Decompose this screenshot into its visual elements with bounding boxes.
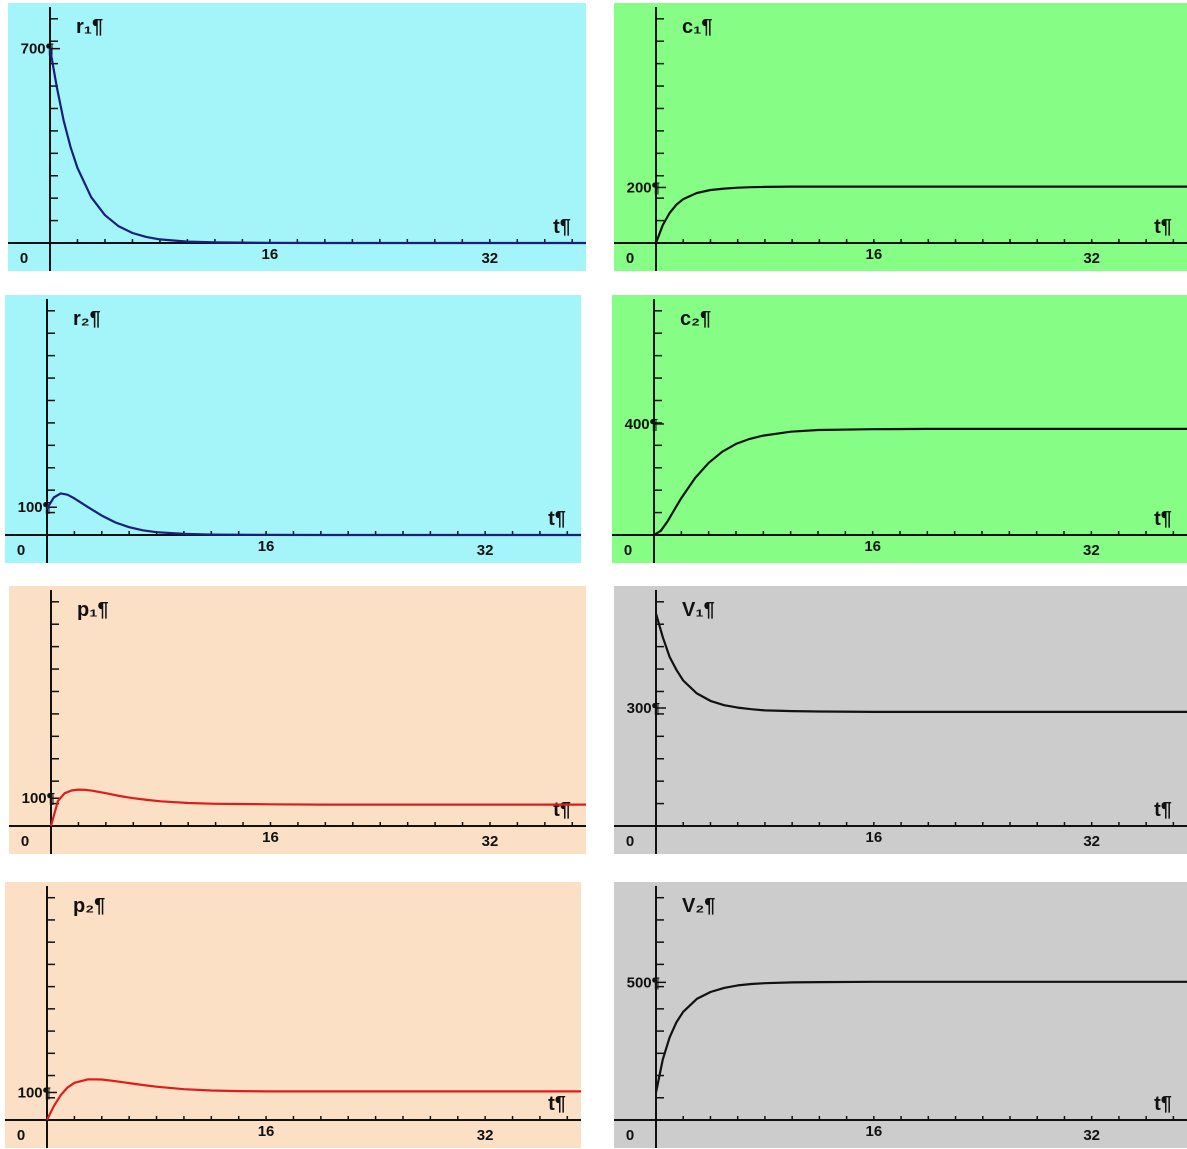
x-axis-label: t¶ [1154, 799, 1172, 821]
chart-title: c₁¶ [682, 16, 713, 38]
x-tick-label: 32 [482, 833, 499, 850]
chart-svg: 0 16 32 500¶ V₂¶ t¶ [614, 882, 1187, 1148]
chart-title: r₂¶ [73, 308, 101, 330]
origin-label: 0 [626, 833, 634, 850]
origin-label: 0 [17, 542, 25, 559]
chart-svg: 0 16 32 200¶ c₁¶ t¶ [614, 3, 1187, 271]
chart-panel-r1: 0 16 32 700¶ r₁¶ t¶ [8, 3, 586, 271]
x-tick-label: 16 [866, 246, 883, 263]
chart-title: p₂¶ [73, 895, 105, 917]
y-tick-label: 300¶ [627, 700, 660, 717]
x-tick-label: 32 [1083, 1127, 1100, 1144]
chart-panel-p2: 0 16 32 100¶ p₂¶ t¶ [5, 882, 581, 1148]
plot-background [614, 882, 1187, 1148]
plot-background [5, 295, 581, 563]
x-axis-label: t¶ [1154, 508, 1172, 530]
x-tick-label: 32 [477, 542, 494, 559]
origin-label: 0 [624, 542, 632, 559]
x-axis-label: t¶ [548, 508, 566, 530]
chart-title: V₁¶ [682, 599, 715, 621]
x-tick-label: 32 [1083, 542, 1100, 559]
chart-title: c₂¶ [680, 308, 711, 330]
x-tick-label: 16 [866, 1123, 883, 1140]
x-axis-label: t¶ [1154, 216, 1172, 238]
y-tick-label: 100¶ [22, 790, 55, 807]
y-tick-label: 400¶ [625, 416, 658, 433]
chart-svg: 0 16 32 100¶ p₂¶ t¶ [5, 882, 581, 1148]
x-tick-label: 16 [262, 246, 279, 263]
origin-label: 0 [626, 1127, 634, 1144]
origin-label: 0 [21, 833, 29, 850]
plot-background [614, 3, 1187, 271]
x-tick-label: 32 [477, 1127, 494, 1144]
x-tick-label: 16 [864, 538, 881, 555]
y-tick-label: 200¶ [627, 179, 660, 196]
y-tick-label: 100¶ [18, 499, 51, 516]
origin-label: 0 [626, 250, 634, 267]
origin-label: 0 [20, 250, 28, 267]
y-tick-label: 100¶ [18, 1084, 51, 1101]
chart-svg: 0 16 32 100¶ r₂¶ t¶ [5, 295, 581, 563]
chart-title: p₁¶ [77, 599, 109, 621]
x-tick-label: 16 [262, 829, 279, 846]
plot-background [614, 586, 1187, 854]
chart-svg: 0 16 32 300¶ V₁¶ t¶ [614, 586, 1187, 854]
chart-panel-c1: 0 16 32 200¶ c₁¶ t¶ [614, 3, 1187, 271]
x-tick-label: 32 [481, 250, 498, 267]
chart-panel-c2: 0 16 32 400¶ c₂¶ t¶ [612, 295, 1187, 563]
plot-background [5, 882, 581, 1148]
chart-title: r₁¶ [76, 16, 103, 38]
chart-panel-v1: 0 16 32 300¶ V₁¶ t¶ [614, 586, 1187, 854]
chart-title: V₂¶ [682, 895, 715, 917]
x-axis-label: t¶ [1154, 1093, 1172, 1115]
x-tick-label: 32 [1083, 833, 1100, 850]
chart-panel-p1: 0 16 32 100¶ p₁¶ t¶ [9, 586, 586, 854]
x-axis-label: t¶ [553, 799, 571, 821]
plot-background [8, 3, 586, 271]
y-tick-label: 500¶ [627, 974, 660, 991]
x-axis-label: t¶ [548, 1093, 566, 1115]
x-tick-label: 16 [866, 829, 883, 846]
chart-panel-r2: 0 16 32 100¶ r₂¶ t¶ [5, 295, 581, 563]
x-tick-label: 16 [258, 538, 275, 555]
x-tick-label: 32 [1083, 250, 1100, 267]
chart-svg: 0 16 32 400¶ c₂¶ t¶ [612, 295, 1187, 563]
x-axis-label: t¶ [553, 216, 571, 238]
origin-label: 0 [17, 1127, 25, 1144]
chart-panel-v2: 0 16 32 500¶ V₂¶ t¶ [614, 882, 1187, 1148]
plot-background [9, 586, 586, 854]
x-tick-label: 16 [258, 1123, 275, 1140]
chart-svg: 0 16 32 100¶ p₁¶ t¶ [9, 586, 586, 854]
